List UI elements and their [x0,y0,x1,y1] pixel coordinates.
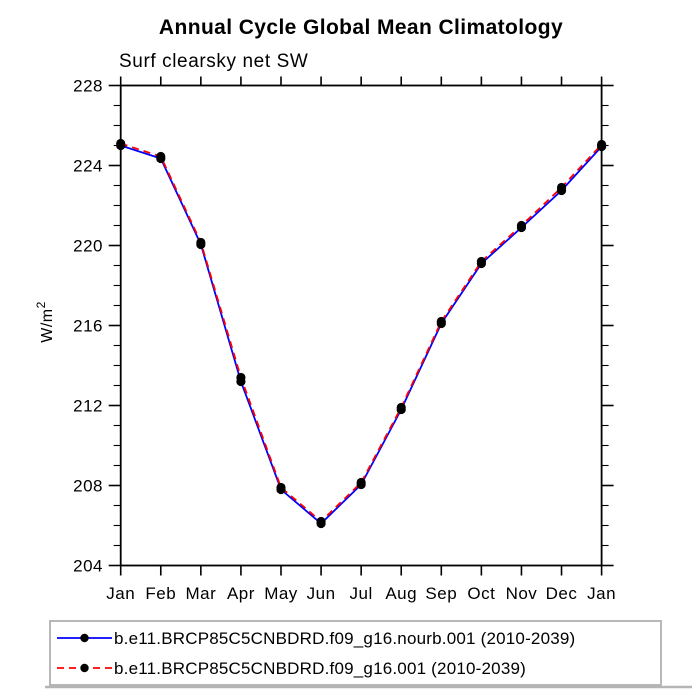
data-point-marker [516,220,527,231]
legend-box: b.e11.BRCP85C5CNBDRD.f09_g16.nourb.001 (… [49,620,662,686]
y-tick-label: 204 [73,557,103,576]
data-series [116,138,607,529]
x-tick-label: Jun [307,584,336,603]
data-point-marker [476,256,486,267]
y-tick-label: 228 [73,77,103,96]
y-axis-title-base: W/m [39,308,56,342]
data-point-marker [196,237,206,248]
y-tick-label: 224 [73,157,103,176]
y-tick-label: 208 [73,477,103,496]
data-point-marker [276,482,286,493]
y-tick-label: 220 [73,237,103,256]
x-tick-label: Mar [185,584,216,603]
plot-frame [119,84,603,567]
chart-subtitle: Surf clearsky net SW [119,51,308,72]
axis-ticks: Jan Feb Mar Apr May Jun Jul Aug Sep Oct Nov Dec Jan2… [73,76,616,603]
x-tick-label: Dec [546,584,578,603]
x-tick-label: Feb [145,584,176,603]
y-tick-label: 212 [73,397,103,416]
x-tick-label: May [264,584,298,603]
x-tick-label: Jan [106,584,135,603]
data-point-marker [356,477,366,488]
legend-marker-dot-icon [80,633,89,643]
legend-entry-nourb: b.e11.BRCP85C5CNBDRD.f09_g16.nourb.001 (… [57,629,575,648]
series-line-dashed-red [120,142,603,523]
legend-label-nourb: b.e11.BRCP85C5CNBDRD.f09_g16.nourb.001 (… [114,629,575,648]
y-tick-label: 216 [73,317,103,336]
data-point-marker [396,402,406,413]
data-point-marker [316,516,326,527]
chart-title: Annual Cycle Global Mean Climatology [159,16,563,39]
x-tick-label: Apr [227,584,255,603]
legend-border [49,620,662,686]
x-tick-label: Jul [350,584,373,603]
data-point-marker [556,182,567,193]
legend-marker-dot-icon [80,663,89,673]
x-tick-label: Sep [425,584,457,603]
y-axis-title-superscript: 2 [34,301,48,308]
series-line-solid-blue [120,144,603,525]
legend-label-001: b.e11.BRCP85C5CNBDRD.f09_g16.001 (2010-2… [114,659,526,678]
x-tick-label: Nov [506,584,538,603]
data-point-marker [156,151,166,162]
legend-entry-001: b.e11.BRCP85C5CNBDRD.f09_g16.001 (2010-2… [57,659,526,678]
data-point-marker [236,372,246,383]
x-tick-label: Oct [467,584,495,603]
data-point-marker [436,316,446,327]
x-tick-label: Aug [385,584,417,603]
y-axis-title: W/m2 [34,301,56,343]
x-tick-label: Jan [587,584,616,603]
